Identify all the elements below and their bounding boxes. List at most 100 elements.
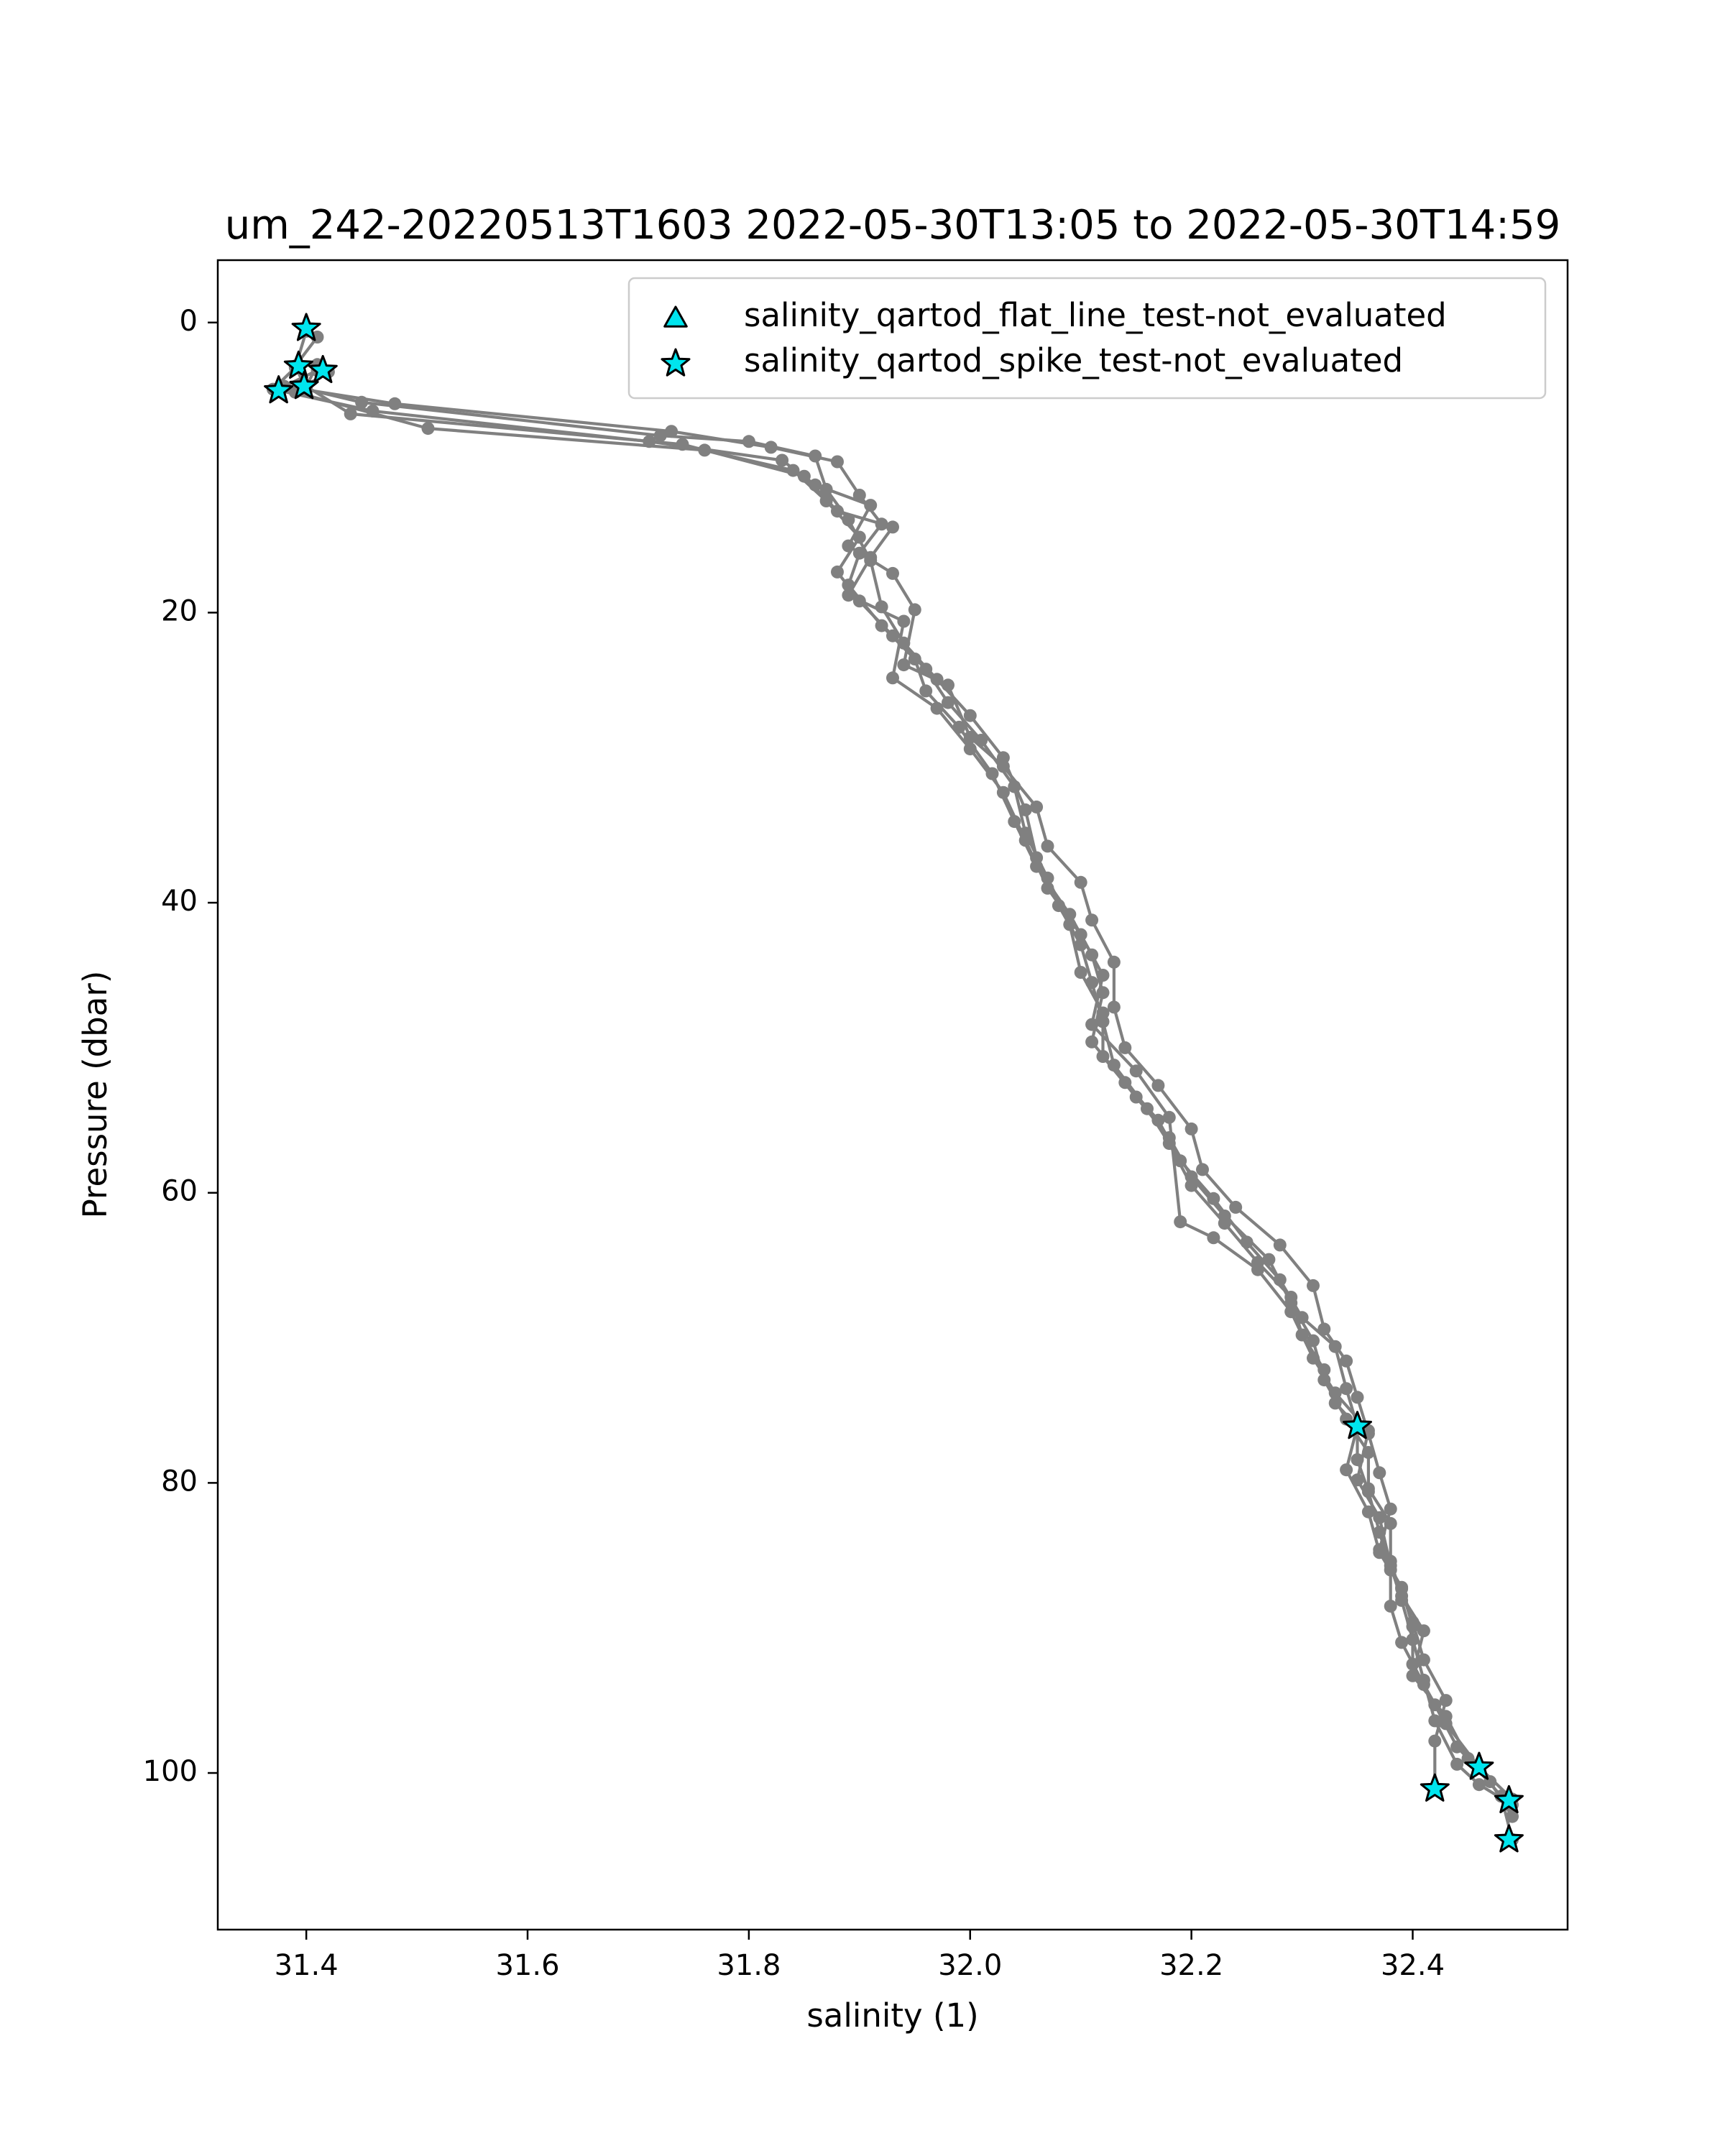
profile-point xyxy=(1373,1511,1386,1524)
spike-flag-star-marker xyxy=(1343,1411,1372,1439)
profile-point xyxy=(996,760,1010,773)
profile-point xyxy=(831,455,844,469)
profile-point xyxy=(1262,1253,1276,1266)
profile-point xyxy=(1074,966,1087,979)
x-tick-label: 31.4 xyxy=(275,1949,339,1982)
y-tick-label: 20 xyxy=(161,594,198,627)
spike-flag-star-marker xyxy=(289,371,319,400)
profile-point xyxy=(897,614,911,628)
profile-point xyxy=(1384,1559,1397,1572)
profile-point xyxy=(1129,1090,1143,1104)
profile-point xyxy=(1018,834,1032,847)
profile-point xyxy=(852,489,866,502)
profile-point xyxy=(421,422,435,436)
profile-point xyxy=(1207,1231,1220,1245)
profile-point xyxy=(1340,1463,1353,1477)
profile-point xyxy=(1074,875,1087,889)
x-axis-label: salinity (1) xyxy=(806,1996,978,2035)
profile-point xyxy=(1030,800,1044,814)
spike-flag-star-marker xyxy=(283,350,313,379)
y-tick-label: 60 xyxy=(161,1175,198,1208)
profile-point xyxy=(676,438,689,451)
profile-point xyxy=(1328,1386,1342,1400)
profile-point xyxy=(1384,1502,1397,1516)
spike-flag-star-marker xyxy=(308,354,338,384)
profile-point xyxy=(886,629,899,642)
profile-point xyxy=(831,565,844,579)
profile-point xyxy=(1307,1334,1320,1348)
y-axis: 0 20 40 60 80 100 xyxy=(143,305,218,1788)
profile-point xyxy=(1107,1000,1121,1014)
profile-point xyxy=(1384,1599,1397,1613)
spike-flag-star-marker xyxy=(1494,1824,1524,1853)
profile-point xyxy=(831,505,844,518)
y-tick-label: 0 xyxy=(180,305,198,338)
profile-point xyxy=(963,731,977,744)
profile-point xyxy=(797,469,811,483)
profile-point xyxy=(1506,1810,1519,1823)
profile-point xyxy=(1417,1673,1430,1687)
y-tick-label: 100 xyxy=(143,1755,198,1788)
spike-flag-star-marker xyxy=(291,313,321,341)
profile-point xyxy=(930,701,944,715)
profile-point xyxy=(344,407,357,420)
profile-point xyxy=(1251,1263,1264,1276)
profile-point xyxy=(1373,1543,1386,1557)
profile-point xyxy=(1406,1633,1420,1646)
profile-point xyxy=(1074,928,1087,941)
profile-point xyxy=(1107,955,1121,969)
profile-point xyxy=(1472,1778,1486,1792)
profile-point xyxy=(1041,839,1054,853)
profile-point xyxy=(1151,1079,1165,1092)
legend-box xyxy=(627,277,1547,400)
y-tick-label: 80 xyxy=(161,1465,198,1498)
profile-point xyxy=(1395,1636,1409,1649)
x-tick-label: 32.0 xyxy=(938,1949,1002,1982)
profile-point xyxy=(1118,1041,1132,1054)
profile-point xyxy=(1373,1466,1386,1480)
profile-point xyxy=(963,742,977,756)
profile-point xyxy=(1307,1279,1320,1292)
profile-point xyxy=(1351,1473,1364,1487)
profile-point xyxy=(996,786,1010,799)
axes-frame xyxy=(216,259,1569,1931)
profile-point xyxy=(764,441,778,454)
profile-point xyxy=(1041,881,1054,895)
legend-label-spike: salinity_qartod_spike_test-not_evaluated xyxy=(744,341,1403,379)
profile-point xyxy=(864,499,878,512)
profile-point xyxy=(1085,913,1099,927)
profile-point xyxy=(1229,1200,1243,1214)
profile-point xyxy=(1273,1238,1287,1252)
x-axis: 31.4 31.6 31.8 32.0 32.2 32.4 xyxy=(275,1930,1445,1982)
profile-series-4 xyxy=(300,358,1519,1812)
legend-label-flat-line: salinity_qartod_flat_line_test-not_evalu… xyxy=(744,296,1447,334)
profile-point xyxy=(1284,1305,1298,1319)
profile-point xyxy=(1162,1110,1176,1124)
profile-point xyxy=(1162,1131,1176,1144)
profile-point xyxy=(1395,1593,1409,1607)
profile-point xyxy=(809,478,822,492)
x-tick-label: 31.6 xyxy=(495,1949,559,1982)
profile-point xyxy=(1417,1624,1430,1638)
profile-point xyxy=(1450,1757,1464,1771)
profile-point xyxy=(842,589,855,602)
profile-point xyxy=(1096,1050,1110,1063)
profile-point xyxy=(963,709,977,722)
spike-flag-star-marker xyxy=(264,375,294,404)
profile-point xyxy=(1196,1163,1209,1176)
profile-point xyxy=(1184,1170,1198,1184)
profile-point xyxy=(1317,1322,1331,1336)
profile-point xyxy=(886,671,899,685)
profile-point xyxy=(1340,1354,1353,1368)
profile-point xyxy=(1085,1035,1099,1049)
profile-point xyxy=(985,767,999,780)
spike-flag-star-marker xyxy=(1420,1773,1450,1802)
plot-area xyxy=(264,313,1524,1853)
spike-flag-star-marker xyxy=(1464,1751,1494,1780)
legend-triangle-icon xyxy=(663,305,688,328)
profile-point xyxy=(1207,1192,1220,1205)
profile-point xyxy=(942,678,954,692)
legend-triangle-marker xyxy=(663,305,688,328)
legend-star-icon xyxy=(661,348,691,377)
